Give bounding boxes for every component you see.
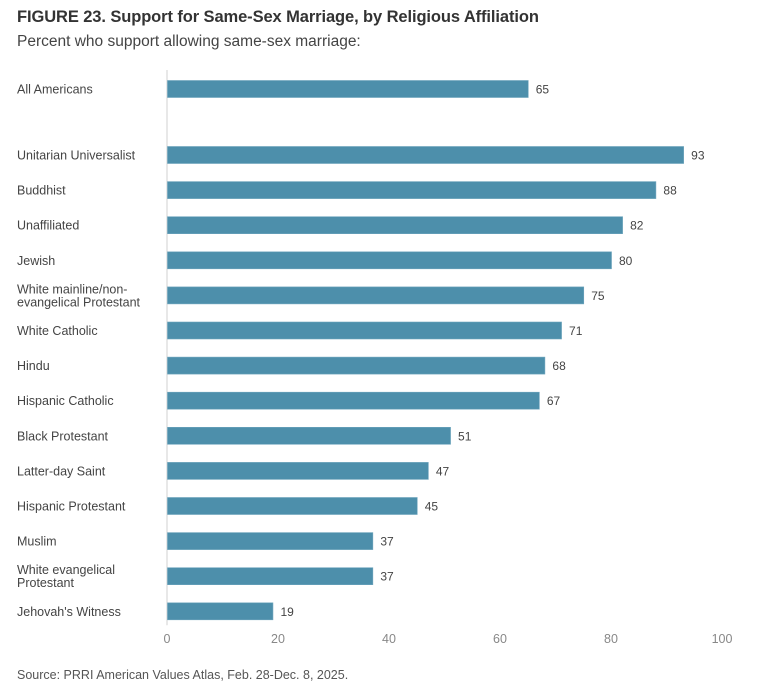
value-label: 93 <box>691 149 705 163</box>
category-label: Latter-day Saint <box>17 464 106 478</box>
category-label: Hispanic Protestant <box>17 500 126 514</box>
category-label: Unaffiliated <box>17 219 79 233</box>
bar <box>167 286 585 305</box>
category-label-line: Latter-day Saint <box>17 464 106 478</box>
category-label-line: Protestant <box>17 576 75 590</box>
chart-subtitle: Percent who support allowing same-sex ma… <box>17 33 361 50</box>
value-label: 37 <box>380 535 394 549</box>
bar <box>167 602 274 621</box>
bar <box>167 356 546 375</box>
category-label: Jewish <box>17 254 55 268</box>
category-label-line: Hispanic Protestant <box>17 500 126 514</box>
x-tick-label: 100 <box>712 632 733 646</box>
category-label-line: Jewish <box>17 254 55 268</box>
value-label: 75 <box>591 289 605 303</box>
value-label: 65 <box>536 83 550 97</box>
x-tick-label: 40 <box>382 632 396 646</box>
value-label: 67 <box>547 394 561 408</box>
source-note: Source: PRRI American Values Atlas, Feb.… <box>17 668 349 682</box>
value-label: 19 <box>280 605 294 619</box>
category-label: Hindu <box>17 359 50 373</box>
category-label: White mainline/non-evangelical Protestan… <box>17 282 141 309</box>
value-label: 68 <box>552 359 566 373</box>
category-label-line: Muslim <box>17 535 57 549</box>
category-label-line: Unaffiliated <box>17 219 79 233</box>
x-tick-label: 20 <box>271 632 285 646</box>
category-label: All Americans <box>17 83 93 97</box>
category-label-line: Hindu <box>17 359 50 373</box>
category-label: Muslim <box>17 535 57 549</box>
chart-title: FIGURE 23. Support for Same-Sex Marriage… <box>17 8 539 26</box>
bar <box>167 146 684 164</box>
category-label: Unitarian Universalist <box>17 149 136 163</box>
value-label: 51 <box>458 429 472 443</box>
category-label-line: All Americans <box>17 83 93 97</box>
bar <box>167 216 623 234</box>
category-label: White Catholic <box>17 324 98 338</box>
x-tick-label: 80 <box>604 632 618 646</box>
value-label: 37 <box>380 570 394 584</box>
value-label: 47 <box>436 464 450 478</box>
category-label-line: Hispanic Catholic <box>17 394 114 408</box>
category-label-line: Jehovah's Witness <box>17 605 121 619</box>
category-label: White evangelical Protestant <box>17 563 115 590</box>
category-label-line: Buddhist <box>17 184 66 198</box>
category-label-line: White Catholic <box>17 324 98 338</box>
bar <box>167 567 374 586</box>
value-label: 82 <box>630 219 644 233</box>
value-label: 45 <box>425 500 439 514</box>
category-label-line: evangelical Protestant <box>17 295 141 309</box>
x-tick-label: 60 <box>493 632 507 646</box>
category-label-line: Black Protestant <box>17 429 109 443</box>
category-label: Buddhist <box>17 184 66 198</box>
category-label: Jehovah's Witness <box>17 605 121 619</box>
category-label: Hispanic Catholic <box>17 394 114 408</box>
bar <box>167 251 612 270</box>
bar <box>167 391 540 410</box>
value-label: 88 <box>663 184 677 198</box>
category-label-line: White evangelical <box>17 563 115 577</box>
category-label: Black Protestant <box>17 429 109 443</box>
category-label-line: White mainline/non- <box>17 282 127 296</box>
bar <box>167 80 529 98</box>
bar <box>167 181 657 199</box>
bar <box>167 497 418 515</box>
category-label-line: Unitarian Universalist <box>17 149 136 163</box>
bar <box>167 426 451 445</box>
bar <box>167 462 429 480</box>
bar <box>167 321 562 340</box>
value-label: 71 <box>569 324 583 338</box>
value-label: 80 <box>619 254 633 268</box>
x-tick-label: 0 <box>164 632 171 646</box>
bar <box>167 532 374 550</box>
